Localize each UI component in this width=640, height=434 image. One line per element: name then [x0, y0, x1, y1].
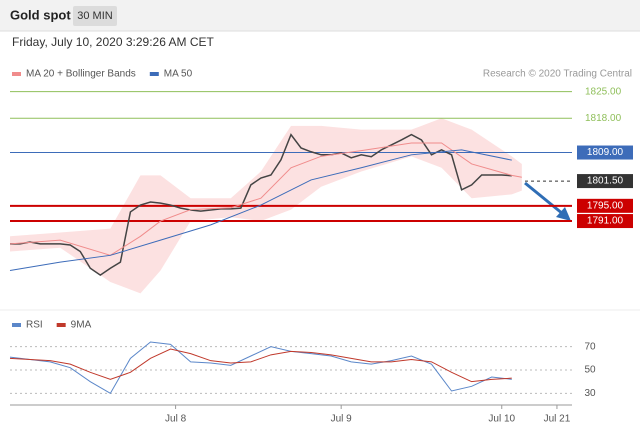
level-label: 1801.50 — [587, 176, 624, 187]
level-box — [577, 174, 633, 189]
level-label: 1818.00 — [585, 113, 622, 124]
level-box — [577, 145, 633, 160]
series-line — [9, 149, 512, 272]
series-line — [9, 341, 512, 395]
legend-swatch — [149, 72, 159, 76]
watermark: Research © 2020 Trading Central — [483, 69, 632, 80]
level-label: 1809.00 — [587, 147, 624, 158]
legend-swatch — [56, 323, 66, 327]
legend-swatch — [12, 323, 21, 327]
title: Gold spot — [10, 7, 71, 22]
x-tick-label: Jul 8 — [165, 414, 187, 425]
forecast-arrow-head — [556, 207, 571, 221]
legend-label: 9MA — [71, 320, 92, 331]
y-tick-label: 50 — [584, 365, 596, 376]
level-label: 1825.00 — [585, 86, 622, 97]
legend-label: MA 20 + Bollinger Bands — [26, 69, 136, 80]
interval-badge[interactable] — [73, 6, 117, 26]
date: Friday, July 10, 2020 3:29:26 AM CET — [12, 35, 215, 49]
x-tick-label: Jul 21 — [544, 414, 571, 425]
level-label: 1795.00 — [587, 200, 624, 211]
level-label: 1791.00 — [587, 216, 624, 227]
interval[interactable]: 30 MIN — [77, 10, 113, 22]
x-tick-label: Jul 10 — [488, 414, 515, 425]
x-tick-label: Jul 9 — [331, 414, 353, 425]
legend-label: RSI — [26, 320, 43, 331]
legend-label: MA 50 — [164, 69, 193, 80]
forecast-arrow — [524, 181, 564, 216]
legend-swatch — [12, 72, 21, 76]
y-tick-label: 70 — [584, 341, 596, 352]
series-line — [9, 348, 512, 383]
series-line — [9, 142, 522, 256]
level-box — [577, 198, 633, 213]
level-box — [577, 214, 633, 229]
y-tick-label: 30 — [584, 388, 596, 399]
series-line — [10, 133, 512, 277]
